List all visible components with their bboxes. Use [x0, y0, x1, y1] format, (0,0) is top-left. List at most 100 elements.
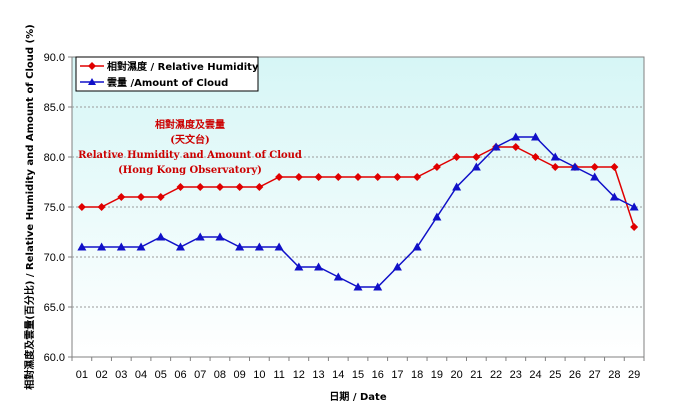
data-point-humidity-03 — [117, 193, 126, 201]
x-tick-label: 25 — [549, 369, 561, 381]
data-point-humidity-01 — [77, 203, 86, 211]
data-point-cloud-27 — [590, 172, 600, 181]
x-tick-label: 06 — [174, 369, 186, 381]
data-point-cloud-20 — [452, 182, 462, 191]
series-group — [77, 132, 639, 291]
data-point-humidity-19 — [432, 163, 441, 171]
data-point-cloud-05 — [156, 232, 166, 241]
x-tick-label: 17 — [391, 369, 403, 381]
gridlines — [72, 106, 644, 308]
x-tick-label: 16 — [372, 369, 384, 381]
x-tick-label: 04 — [135, 369, 147, 381]
data-point-humidity-05 — [156, 193, 165, 201]
x-tick-label: 07 — [194, 369, 206, 381]
data-point-cloud-02 — [97, 242, 107, 251]
data-point-humidity-12 — [294, 173, 303, 181]
data-point-humidity-11 — [275, 173, 284, 181]
data-point-cloud-08 — [215, 232, 225, 241]
x-tick-label: 13 — [312, 369, 324, 381]
legend-marker-humidity — [88, 62, 96, 70]
x-tick-label: 10 — [253, 369, 265, 381]
x-tick-label: 12 — [293, 369, 305, 381]
chart-title-line-1: 相對濕度及雲量 — [155, 118, 225, 131]
data-point-humidity-23 — [511, 143, 520, 151]
data-point-humidity-17 — [393, 173, 402, 181]
data-point-humidity-07 — [196, 183, 205, 191]
data-point-humidity-27 — [590, 163, 599, 171]
x-tick-label: 28 — [608, 369, 620, 381]
x-tick-label: 19 — [431, 369, 443, 381]
data-point-humidity-24 — [531, 153, 540, 161]
x-tick-label: 03 — [115, 369, 127, 381]
y-tick-label: 90.0 — [44, 52, 65, 64]
data-point-cloud-25 — [550, 152, 560, 161]
data-point-humidity-25 — [551, 163, 560, 171]
x-tick-label: 24 — [529, 369, 541, 381]
data-point-cloud-11 — [274, 242, 284, 251]
data-point-cloud-01 — [77, 242, 87, 251]
data-point-cloud-14 — [333, 272, 343, 281]
x-tick-label: 14 — [332, 369, 344, 381]
data-point-humidity-15 — [354, 173, 362, 181]
data-point-humidity-29 — [630, 223, 639, 231]
x-tick-label: 01 — [76, 369, 88, 381]
y-tick-label: 70.0 — [44, 252, 65, 264]
x-tick-label: 29 — [628, 369, 640, 381]
data-point-humidity-02 — [97, 203, 106, 211]
data-point-cloud-28 — [609, 192, 619, 201]
data-point-cloud-26 — [570, 162, 580, 171]
data-point-humidity-06 — [176, 183, 185, 191]
data-point-cloud-15 — [353, 282, 363, 291]
x-tick-label: 11 — [273, 369, 284, 381]
x-tick-label: 02 — [95, 369, 107, 381]
data-point-cloud-06 — [175, 242, 185, 251]
legend-label-cloud: 雲量 /Amount of Cloud — [107, 76, 228, 89]
x-tick-label: 15 — [352, 369, 364, 381]
data-point-humidity-10 — [255, 183, 264, 191]
data-point-humidity-13 — [314, 173, 323, 181]
x-tick-label: 05 — [155, 369, 167, 381]
data-point-cloud-24 — [531, 132, 541, 141]
data-point-cloud-09 — [235, 242, 245, 251]
data-point-humidity-09 — [235, 183, 244, 191]
data-point-humidity-28 — [610, 163, 619, 171]
data-point-cloud-16 — [373, 282, 383, 291]
legend-marker-cloud — [88, 78, 96, 85]
data-point-cloud-19 — [432, 212, 442, 221]
x-tick-label: 22 — [490, 369, 502, 381]
y-axis-title: 相對濕度及雲量(百分比) / Relative Humidity and Amo… — [23, 24, 36, 389]
chart-title-line-4: (Hong Kong Observatory) — [118, 165, 262, 176]
x-axis-ticks: 01 02 03 04 05 06 07 08 09 10 11 12 13 14 15 16 17 18 19 20… — [71, 357, 645, 381]
data-point-cloud-17 — [392, 262, 402, 271]
data-point-cloud-21 — [471, 162, 481, 171]
x-tick-label: 23 — [510, 369, 522, 381]
x-axis-title: 日期 / Date — [329, 390, 386, 403]
legend-label-humidity: 相對濕度 / Relative Humidity — [107, 60, 259, 73]
y-tick-label: 65.0 — [44, 302, 65, 314]
chart-title-line-2: (天文台) — [170, 133, 209, 146]
x-tick-label: 09 — [234, 369, 246, 381]
data-point-humidity-14 — [334, 173, 343, 181]
data-point-cloud-18 — [412, 242, 422, 251]
data-point-humidity-18 — [413, 173, 422, 181]
data-point-humidity-08 — [215, 183, 224, 191]
data-point-cloud-13 — [314, 262, 324, 271]
data-point-cloud-10 — [254, 242, 264, 251]
data-point-cloud-23 — [511, 132, 521, 141]
x-tick-label: 21 — [470, 369, 482, 381]
y-tick-label: 75.0 — [44, 202, 65, 214]
data-point-cloud-03 — [116, 242, 126, 251]
y-tick-label: 85.0 — [44, 102, 65, 114]
data-point-humidity-21 — [472, 153, 481, 161]
y-tick-label: 60.0 — [44, 352, 65, 364]
data-point-cloud-29 — [629, 202, 639, 211]
x-tick-label: 08 — [214, 369, 226, 381]
data-point-humidity-04 — [137, 193, 146, 201]
x-tick-label: 20 — [450, 369, 462, 381]
legend-box — [75, 56, 259, 92]
data-point-cloud-07 — [195, 232, 205, 241]
data-point-humidity-20 — [452, 153, 461, 161]
data-point-cloud-22 — [491, 142, 501, 151]
data-point-cloud-04 — [136, 242, 146, 251]
